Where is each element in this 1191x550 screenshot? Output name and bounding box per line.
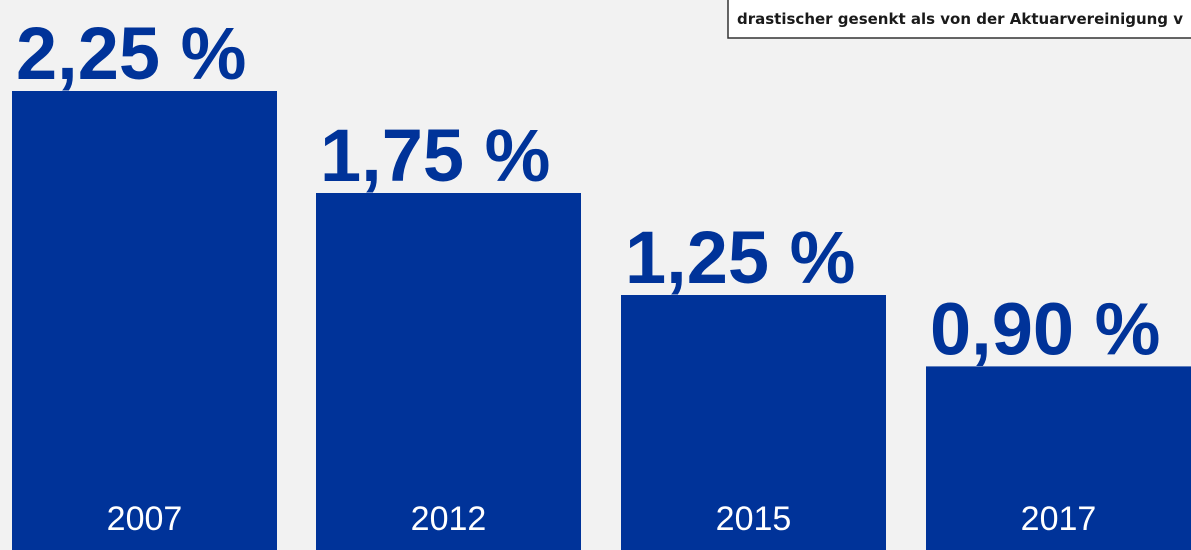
value-label: 2,25 % [16, 12, 246, 95]
annotation: drastischer gesenkt als von der Aktuarve… [737, 10, 1183, 28]
value-label: 1,25 % [625, 216, 855, 299]
category-label: 2012 [411, 500, 487, 538]
category-label: 2007 [107, 500, 183, 538]
annotation-box [727, 0, 1191, 39]
category-label: 2017 [1021, 500, 1097, 538]
bar [926, 366, 1191, 550]
bar [12, 91, 277, 550]
bar [621, 295, 886, 550]
category-label: 2015 [716, 500, 792, 538]
value-label: 0,90 % [930, 287, 1160, 370]
bar [316, 193, 581, 550]
value-label: 1,75 % [320, 114, 550, 197]
